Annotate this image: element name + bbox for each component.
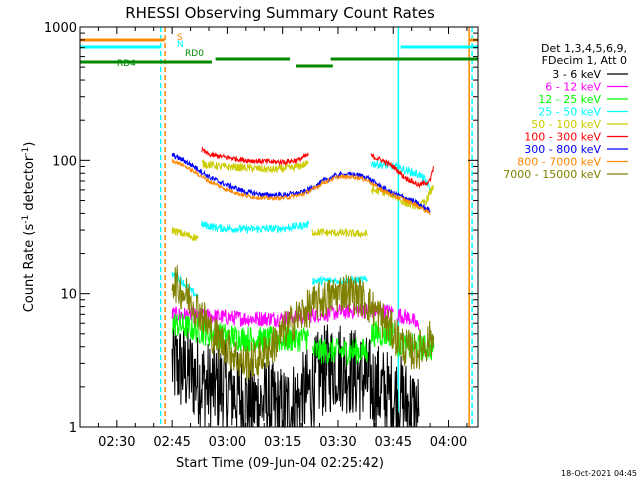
y-tick-label-0: 1	[69, 421, 77, 436]
series-3-segment-1	[201, 220, 309, 235]
y-tick-label-1: 10	[60, 288, 77, 303]
x-tick-label-0: 02:30	[98, 435, 135, 450]
legend-header-0: Det 1,3,4,5,6,9,	[541, 42, 627, 55]
series-1-segment-1	[396, 308, 420, 331]
series-7-segment-0	[171, 158, 431, 216]
legend-label-1: 6 - 12 keV	[545, 81, 601, 94]
x-axis-ticks: 02:30 02:45 03:00 03:15 03:30 03:45 04:00	[79, 27, 468, 450]
x-tick-label-5: 03:45	[375, 435, 412, 450]
series-8-segment-0	[171, 265, 435, 382]
x-tick-label-6: 04:00	[430, 435, 467, 450]
y-tick-label-2: 100	[52, 154, 77, 169]
x-tick-label-2: 03:00	[209, 435, 246, 450]
legend: Det 1,3,4,5,6,9,FDecim 1, Att 03 - 6 keV…	[503, 42, 628, 181]
series-5-segment-0	[201, 145, 309, 167]
series-3-segment-3	[370, 159, 431, 192]
series-8	[171, 265, 435, 382]
legend-label-7: 800 - 7000 keV	[517, 156, 601, 169]
series-4-segment-2	[311, 227, 368, 239]
x-tick-label-4: 03:30	[319, 435, 356, 450]
series-7	[171, 158, 431, 216]
series-2-segment-2	[370, 320, 394, 348]
flag-rd4: RD4	[80, 57, 478, 69]
series-5-segment-1	[370, 152, 435, 189]
legend-header-1: FDecim 1, Att 0	[542, 54, 627, 67]
series-4-segment-1	[201, 159, 309, 173]
flag-label-s: S	[177, 33, 183, 43]
x-tick-label-1: 02:45	[153, 435, 190, 450]
legend-label-0: 3 - 6 keV	[552, 68, 601, 81]
footer-timestamp: 18-Oct-2021 04:45	[561, 469, 637, 478]
legend-label-8: 7000 - 15000 keV	[503, 168, 601, 181]
series-5	[201, 145, 435, 189]
chart-title: RHESSI Observing Summary Count Rates	[125, 4, 435, 22]
flag-label-n: N	[177, 40, 184, 50]
plot-frame	[79, 26, 479, 428]
x-tick-label-3: 03:15	[264, 435, 301, 450]
legend-label-4: 50 - 100 keV	[531, 118, 601, 131]
series-2-segment-1	[311, 337, 368, 366]
series-4-segment-0	[171, 227, 199, 242]
y-axis-label: Count Rate (s-1 detector-1)	[21, 142, 37, 313]
x-axis-label: Start Time (09-Jun-04 02:25:42)	[176, 456, 384, 471]
flag-label-rd0: RD0	[185, 49, 204, 59]
legend-label-5: 100 - 300 keV	[524, 131, 601, 144]
y-axis-ticks: 1 10 100 1000	[44, 21, 478, 436]
flag-label-rd4: RD4	[117, 59, 136, 69]
flag-n: N	[80, 40, 478, 50]
series-4	[171, 159, 435, 242]
series-4-segment-3	[370, 185, 435, 211]
legend-label-2: 12 - 25 keV	[538, 93, 601, 106]
legend-label-3: 25 - 50 keV	[538, 106, 601, 119]
y-tick-label-3: 1000	[44, 21, 77, 36]
legend-label-6: 300 - 800 keV	[524, 143, 601, 156]
